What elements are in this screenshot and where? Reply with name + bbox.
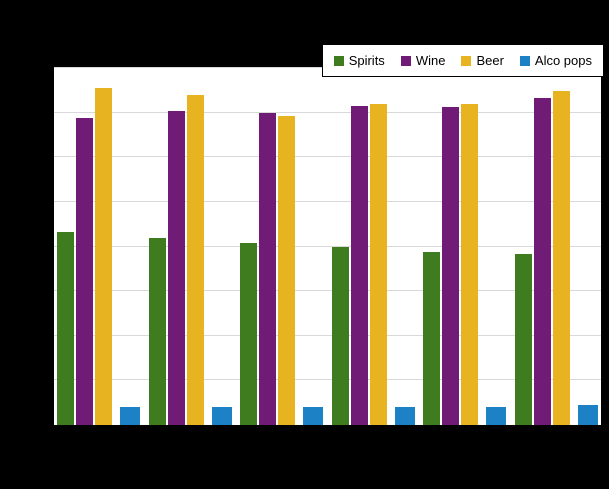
bar-beer <box>552 91 570 425</box>
legend-label: Spirits <box>348 53 385 68</box>
bar-spirits <box>240 242 258 425</box>
bar-alco-pops <box>120 407 140 425</box>
bar-beer <box>461 103 479 425</box>
bar-wine <box>350 105 368 425</box>
bar-wine <box>167 110 185 425</box>
plot-area <box>54 67 601 425</box>
bar-beer <box>186 94 204 425</box>
legend-item[interactable]: Wine <box>400 53 446 68</box>
bar-spirits <box>423 251 441 425</box>
gridline <box>54 245 601 247</box>
legend-swatch <box>519 55 530 66</box>
legend: Spirits Wine Beer Alco pops <box>321 44 604 77</box>
bar-spirits <box>514 253 532 425</box>
bar-alco-pops <box>394 407 415 425</box>
bar-beer <box>369 103 387 425</box>
gridline <box>54 156 601 158</box>
bar-group <box>514 68 598 425</box>
legend-swatch <box>461 55 472 66</box>
legend-label: Alco pops <box>534 53 592 68</box>
bar-group <box>423 68 507 425</box>
legend-item[interactable]: Spirits <box>333 53 385 68</box>
bar-group <box>331 68 415 425</box>
bar-groups <box>54 68 601 425</box>
bar-alco-pops <box>211 407 232 425</box>
gridline <box>54 200 601 202</box>
bar-group <box>57 68 140 425</box>
bar-beer <box>278 116 296 425</box>
bar-wine <box>442 107 460 425</box>
gridline <box>54 111 601 113</box>
bar-spirits <box>148 237 166 425</box>
bar-wine <box>259 112 277 425</box>
legend-item[interactable]: Alco pops <box>519 53 592 68</box>
legend-label: Wine <box>415 53 446 68</box>
bar-alco-pops <box>303 407 324 425</box>
bar-group <box>148 68 232 425</box>
bar-spirits <box>57 232 74 425</box>
gridline <box>54 334 601 336</box>
bar-group <box>240 68 324 425</box>
bar-beer <box>95 87 112 425</box>
bar-spirits <box>331 246 349 425</box>
bar-wine <box>76 117 93 425</box>
legend-item[interactable]: Beer <box>461 53 504 68</box>
bar-wine <box>533 98 551 425</box>
gridline <box>54 379 601 381</box>
legend-label: Beer <box>476 53 504 68</box>
gridline <box>54 290 601 292</box>
legend-swatch <box>400 55 411 66</box>
legend-swatch <box>333 55 344 66</box>
bar-alco-pops <box>577 405 598 425</box>
bar-alco-pops <box>486 407 507 425</box>
